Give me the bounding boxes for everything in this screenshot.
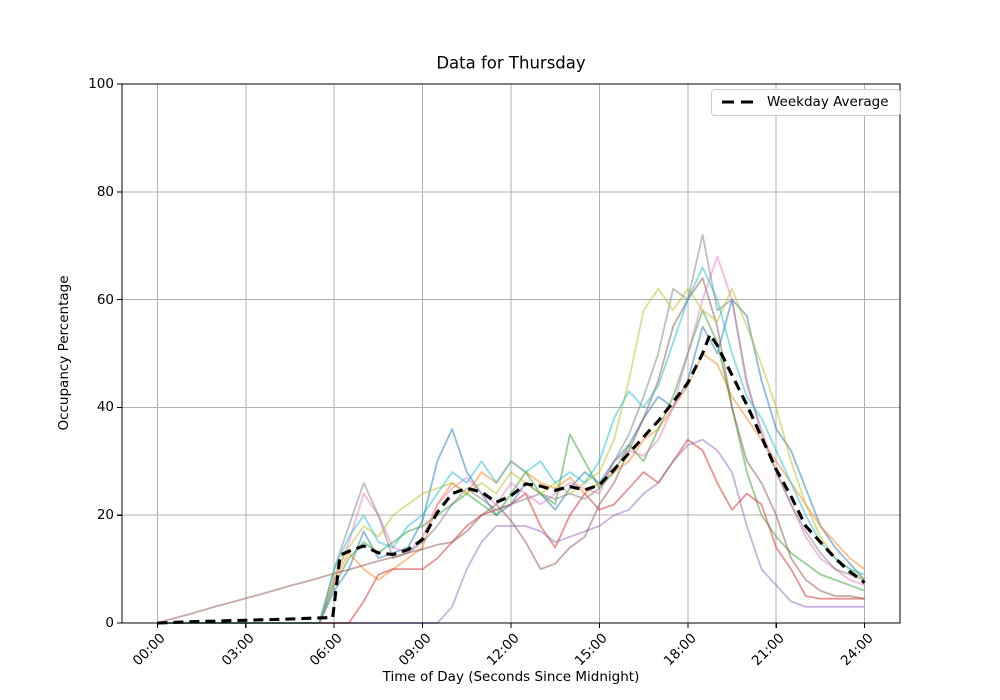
x-axis-label: Time of Day (Seconds Since Midnight) (382, 669, 640, 685)
y-tick-label-80: 80 (96, 183, 114, 200)
y-tick-label-60: 60 (96, 291, 114, 308)
legend-label: Weekday Average (767, 94, 889, 110)
plot-border (121, 83, 901, 624)
y-axis-label: Occupancy Percentage (56, 275, 72, 431)
legend: Weekday Average (711, 89, 901, 116)
chart-title: Data for Thursday (436, 53, 586, 73)
series-line-day-6 (157, 277, 865, 624)
dashed-line-icon (722, 100, 758, 104)
y-tick-label-0: 0 (105, 615, 114, 631)
y-tick-label-100: 100 (88, 76, 114, 92)
y-tick-label-40: 40 (96, 399, 114, 416)
y-tick-label-20: 20 (96, 507, 114, 524)
